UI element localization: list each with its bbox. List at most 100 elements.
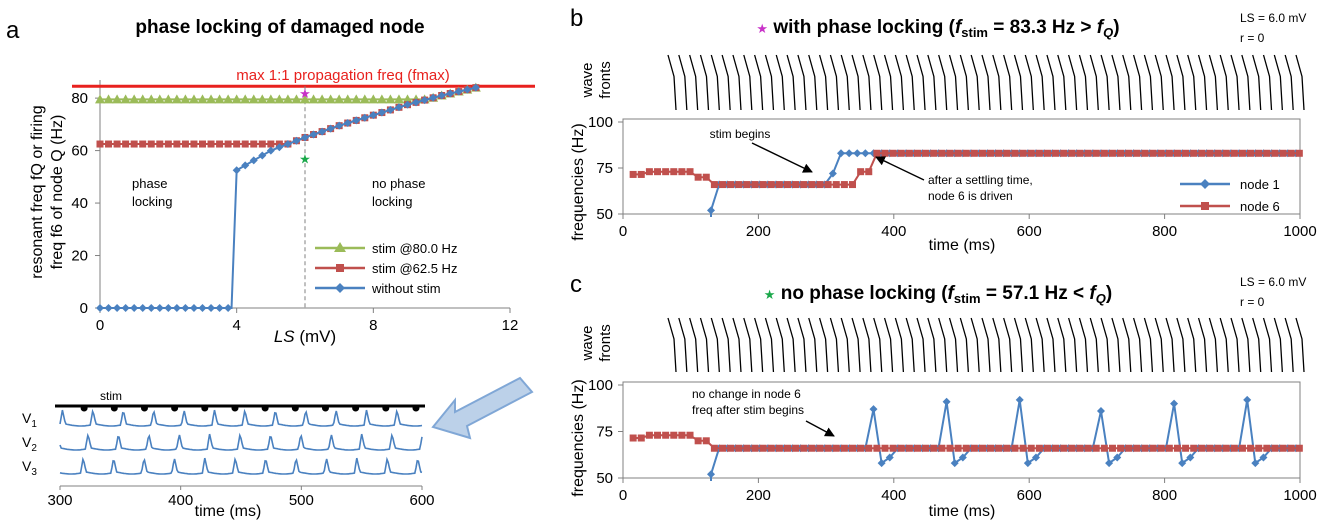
legend-marker-square (336, 264, 344, 272)
node-6-point (775, 444, 783, 452)
node-6-point (1117, 444, 1125, 452)
stim-62-series-point (199, 140, 206, 148)
wavefront (667, 317, 677, 373)
inset-x-tick-label: 500 (289, 492, 314, 509)
wavefront (851, 317, 861, 373)
plot-frame (622, 381, 1301, 479)
wavefront (1067, 54, 1078, 111)
inset-stim-dot (291, 404, 299, 412)
green-star-icon: ★ (764, 287, 776, 302)
wavefront (938, 54, 948, 111)
node-6-point (1279, 444, 1287, 452)
wavefront (710, 54, 720, 111)
without-stim-point (377, 108, 386, 117)
node-6-point (1027, 444, 1035, 452)
node-6-point (694, 437, 702, 445)
node-6-point (629, 170, 637, 178)
stim-80-series-point (257, 94, 268, 104)
plot-frame (622, 118, 1301, 215)
node-6-point (978, 149, 986, 157)
node-6-point (784, 181, 792, 189)
inset-x-tick-label: 400 (168, 492, 193, 509)
node-1-point (1113, 453, 1122, 462)
stim-62-series-point (250, 140, 258, 148)
node-6-point (954, 444, 962, 452)
wavefront (743, 54, 753, 111)
wavefront (894, 54, 905, 111)
inset-stim-dot (352, 404, 360, 412)
without-stim-point (326, 124, 335, 133)
node-1-point (1243, 395, 1252, 404)
node-6-point (849, 444, 857, 452)
panel-a-x-tick-label: 0 (96, 317, 104, 334)
node-1-point (1186, 453, 1195, 462)
x-tick-label: 400 (881, 223, 906, 240)
node-6-point (629, 434, 637, 442)
without-stim-point (309, 130, 318, 139)
node-6-point (978, 444, 986, 452)
stim-80-series-point (171, 94, 182, 104)
wavefront (1241, 54, 1251, 111)
stim-80-series-point (334, 94, 345, 104)
node-1-point (828, 169, 837, 178)
node-6-point (637, 170, 645, 178)
without-stim-point (241, 161, 250, 170)
wavefront (764, 54, 775, 111)
panel-c-plot (629, 395, 1303, 482)
wavefront (721, 317, 731, 373)
node-6-point (840, 444, 848, 452)
node-6-point (670, 168, 678, 176)
node-6-point (1084, 149, 1092, 157)
node-6-point (1108, 444, 1116, 452)
node-1-point (1023, 459, 1032, 468)
without-stim-point (275, 143, 284, 152)
node-6-point (800, 181, 808, 189)
wavefront (818, 317, 829, 373)
node-6-point (1295, 444, 1303, 452)
node-6-point (654, 168, 662, 176)
panel-b: b ★ with phase locking (fstim = 83.3 Hz … (570, 5, 1317, 254)
without-stim-point (232, 166, 241, 175)
without-stim-point (420, 96, 429, 105)
panel-b-ylabel: frequencies (Hz) (570, 123, 587, 240)
node-6-point (962, 444, 970, 452)
node-6-point (1027, 149, 1035, 157)
without-stim-point (130, 304, 139, 312)
wavefront (927, 54, 937, 111)
x-tick-label: 200 (746, 223, 771, 240)
node-6-point (1182, 444, 1190, 452)
node-6-point (1255, 444, 1263, 452)
panel-b-wavefronts (667, 54, 1305, 111)
node-6-point (938, 444, 946, 452)
without-stim-point (215, 304, 224, 312)
node-6-point (1295, 149, 1303, 157)
wavefront (883, 317, 894, 373)
wavefront (851, 54, 861, 111)
panel-a-plot: ★★ (72, 82, 535, 312)
annot-phase-locking: phase locking (132, 176, 172, 209)
node-6-point (995, 444, 1003, 452)
node-6-point (1100, 149, 1108, 157)
wavefront (948, 54, 959, 111)
wavefront (1132, 54, 1143, 111)
node-6-point (702, 437, 710, 445)
x-tick-label: 1000 (1283, 223, 1316, 240)
node-1-point (1170, 399, 1179, 408)
wavefront (959, 54, 969, 111)
node-6-point (865, 444, 873, 452)
node-6-point (1230, 444, 1238, 452)
node-6-point (946, 149, 954, 157)
node-6-point (1238, 149, 1246, 157)
wavefront (1176, 317, 1186, 373)
wavefront (1219, 317, 1229, 373)
stim-80-series-point (112, 94, 123, 104)
node-6-point (743, 181, 751, 189)
node-6-point (1173, 444, 1181, 452)
node-6-point (1271, 149, 1279, 157)
node-6-point (767, 444, 775, 452)
stim-80-series-point (103, 94, 114, 104)
node-6-point (1084, 444, 1092, 452)
inset-stim-label: stim (100, 389, 122, 403)
big-arrow-icon (431, 376, 534, 440)
wavefront (873, 54, 883, 111)
